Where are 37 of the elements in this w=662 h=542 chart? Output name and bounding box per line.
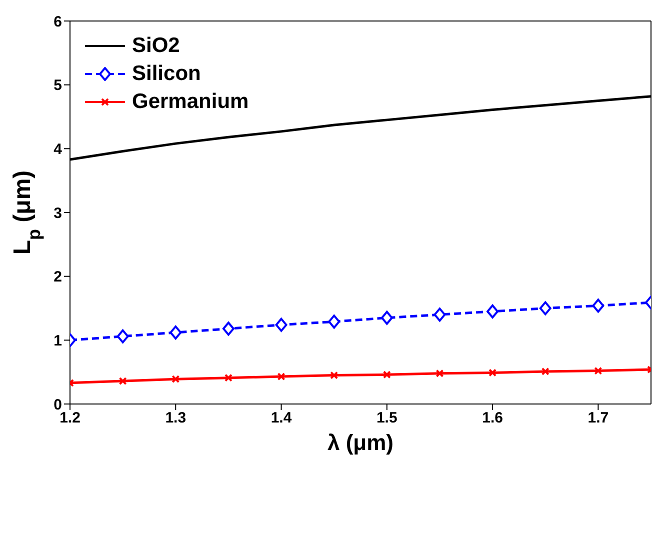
point [224,374,232,382]
point [328,314,340,329]
point [380,310,393,325]
point [277,372,286,381]
x-tick-label: 1.6 [482,410,503,427]
point [330,371,338,380]
x-axis-title: λ (μm) [327,430,394,455]
point [592,298,604,313]
point [539,301,552,316]
x-tick-label: 1.3 [165,410,186,427]
x-tick-label: 1.5 [376,410,398,427]
legend-label: Silicon [132,62,201,86]
x-tick-label: 1.7 [588,410,609,427]
y-tick-label: 2 [54,268,62,286]
point [170,326,182,340]
y-tick-label: 4 [54,140,63,158]
y-tick-label: 3 [54,204,62,222]
point [222,322,234,336]
point [486,304,499,318]
point [172,375,180,384]
y-tick-label: 5 [54,77,62,94]
point [434,308,446,322]
point [116,329,129,344]
point [436,369,444,378]
point [594,366,602,375]
legend-label: Germanium [132,90,249,114]
point [488,368,497,377]
point [275,318,288,332]
x-tick-label: 1.2 [60,410,80,427]
x-tick-label: 1.4 [270,410,292,427]
y-tick-label: 0 [54,396,62,414]
point [382,370,391,379]
point [541,367,550,376]
point [118,377,127,386]
y-tick-label: 1 [54,332,62,350]
legend-label: SiO2 [132,34,180,58]
y-tick-label: 6 [54,13,62,30]
